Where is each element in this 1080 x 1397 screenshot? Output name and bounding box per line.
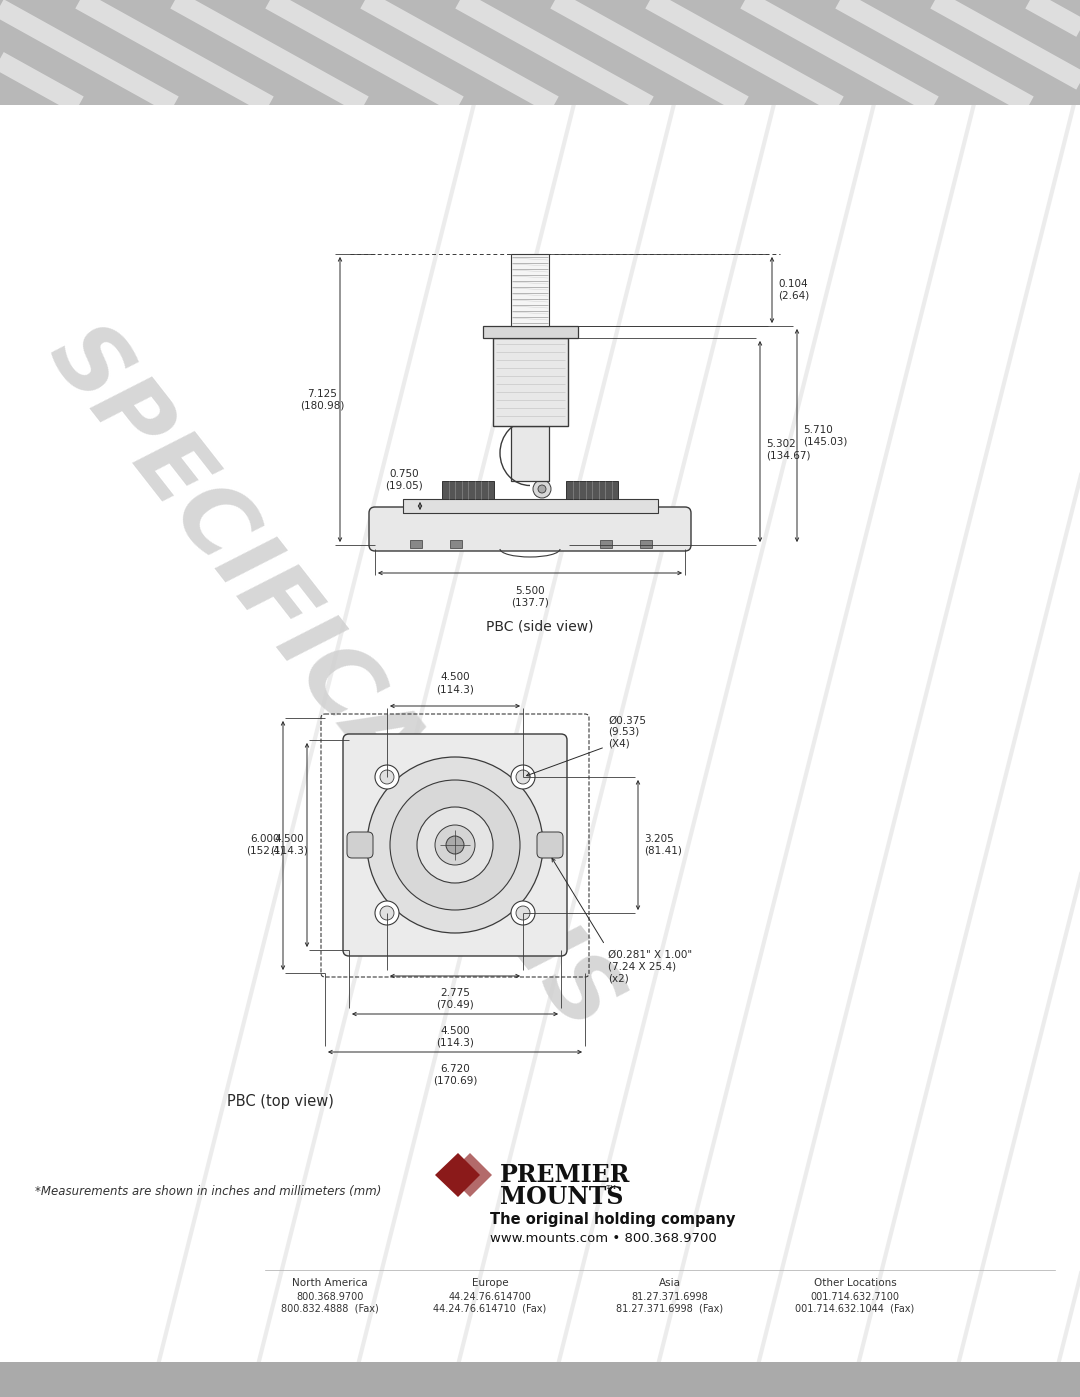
Text: 81.27.371.6998
81.27.371.6998  (Fax): 81.27.371.6998 81.27.371.6998 (Fax) [617, 1292, 724, 1313]
Polygon shape [0, 0, 1080, 105]
Bar [600, 541, 612, 548]
Bar [511, 254, 549, 326]
Bar [640, 541, 652, 548]
Text: PBC (side view): PBC (side view) [486, 620, 594, 634]
Text: 5.500
(137.7): 5.500 (137.7) [511, 585, 549, 608]
Bar [492, 338, 568, 426]
Text: Europe: Europe [472, 1278, 509, 1288]
Text: 800.368.9700
800.832.4888  (Fax): 800.368.9700 800.832.4888 (Fax) [281, 1292, 379, 1313]
Circle shape [511, 766, 535, 789]
Circle shape [367, 757, 543, 933]
FancyBboxPatch shape [347, 833, 373, 858]
Text: Asia: Asia [659, 1278, 681, 1288]
Text: 4.500
(114.3): 4.500 (114.3) [270, 834, 308, 856]
Text: ™: ™ [605, 1185, 618, 1199]
Text: 0.104
(2.64): 0.104 (2.64) [778, 279, 809, 300]
Text: MOUNTS: MOUNTS [500, 1185, 623, 1208]
Text: PBC (top view): PBC (top view) [227, 1094, 334, 1109]
Text: 5.302
(134.67): 5.302 (134.67) [766, 439, 810, 460]
Circle shape [534, 481, 551, 497]
Circle shape [375, 766, 399, 789]
Text: 4.500
(114.3): 4.500 (114.3) [436, 1025, 474, 1048]
FancyBboxPatch shape [537, 833, 563, 858]
Text: North America: North America [293, 1278, 368, 1288]
Text: Ø0.375
(9.53)
(X4): Ø0.375 (9.53) (X4) [608, 715, 646, 749]
Text: PREMIER: PREMIER [500, 1162, 631, 1187]
Circle shape [516, 770, 530, 784]
Bar [410, 541, 422, 548]
Circle shape [390, 780, 519, 909]
Bar [442, 481, 494, 499]
Text: Ø0.281" X 1.00"
(7.24 X 25.4)
(x2): Ø0.281" X 1.00" (7.24 X 25.4) (x2) [608, 950, 692, 983]
Circle shape [511, 901, 535, 925]
Text: 2.775
(70.49): 2.775 (70.49) [436, 988, 474, 1010]
Text: 4.500
(114.3): 4.500 (114.3) [436, 672, 474, 694]
Circle shape [380, 770, 394, 784]
Text: 44.24.76.614700
44.24.76.614710  (Fax): 44.24.76.614700 44.24.76.614710 (Fax) [433, 1292, 546, 1313]
FancyBboxPatch shape [343, 733, 567, 956]
Text: 7.125
(180.98): 7.125 (180.98) [300, 388, 345, 411]
Circle shape [516, 907, 530, 921]
Polygon shape [448, 1153, 492, 1197]
Circle shape [417, 807, 492, 883]
Text: www.mounts.com • 800.368.9700: www.mounts.com • 800.368.9700 [490, 1232, 717, 1245]
Circle shape [435, 826, 475, 865]
Bar [511, 426, 549, 481]
Text: 001.714.632.7100
001.714.632.1044  (Fax): 001.714.632.7100 001.714.632.1044 (Fax) [795, 1292, 915, 1313]
Circle shape [375, 901, 399, 925]
Bar [0, 1362, 1080, 1397]
Circle shape [446, 835, 464, 854]
Text: 3.205
(81.41): 3.205 (81.41) [644, 834, 681, 856]
Bar [403, 499, 658, 513]
Text: 6.000
(152.4): 6.000 (152.4) [246, 834, 284, 856]
Text: SPECIFICATIONS: SPECIFICATIONS [30, 310, 636, 1049]
FancyBboxPatch shape [369, 507, 691, 550]
Circle shape [380, 907, 394, 921]
Bar [483, 326, 578, 338]
Circle shape [538, 485, 546, 493]
Text: Other Locations: Other Locations [813, 1278, 896, 1288]
Bar [450, 541, 462, 548]
Text: 5.710
(145.03): 5.710 (145.03) [804, 425, 848, 446]
Polygon shape [435, 1153, 480, 1197]
Text: The original holding company: The original holding company [490, 1213, 735, 1227]
Text: 6.720
(170.69): 6.720 (170.69) [433, 1065, 477, 1085]
Text: *Measurements are shown in inches and millimeters (mm): *Measurements are shown in inches and mi… [35, 1185, 381, 1199]
Text: 0.750
(19.05): 0.750 (19.05) [386, 469, 423, 490]
Bar [566, 481, 618, 499]
